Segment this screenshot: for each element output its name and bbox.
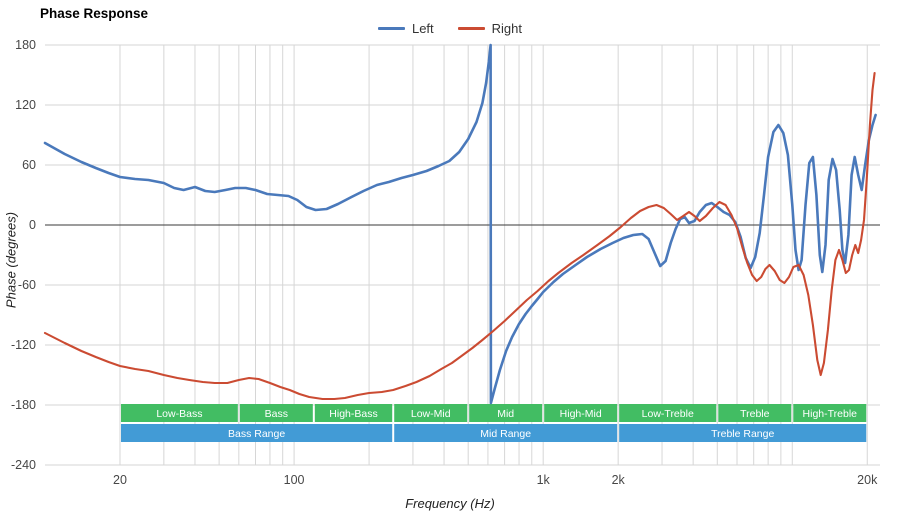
main-band-label: Treble Range [711, 428, 774, 440]
right-phase-curve [43, 71, 876, 401]
main-band-label: Bass Range [228, 428, 285, 440]
sub-band [619, 404, 717, 422]
sub-band-label: Low-Bass [156, 408, 202, 420]
main-band [394, 424, 618, 442]
sub-band [314, 404, 393, 422]
legend-item-right[interactable]: Right [457, 21, 523, 36]
x-tick-label: 20 [113, 473, 127, 487]
y-tick-label: -240 [11, 458, 36, 472]
y-axis-title: Phase (degrees) [3, 211, 19, 309]
main-band [619, 424, 867, 442]
y-tick-label: -180 [11, 398, 36, 412]
sub-band [469, 404, 543, 422]
sub-band [718, 404, 792, 422]
x-tick-label: 20k [857, 473, 878, 487]
x-tick-label: 100 [284, 473, 305, 487]
y-tick-label: 180 [15, 38, 36, 52]
y-tick-label: 60 [22, 158, 36, 172]
x-tick-label: 1k [537, 473, 551, 487]
legend-label-left: Left [411, 21, 434, 36]
sub-band-label: High-Mid [560, 408, 602, 420]
left-line-swatch [377, 27, 405, 30]
sub-band-label: Low-Treble [642, 408, 694, 420]
sub-band-label: Treble [740, 408, 770, 420]
sub-band-label: High-Bass [329, 408, 377, 420]
sub-band-label: High-Treble [803, 408, 858, 420]
sub-band [793, 404, 867, 422]
sub-band-label: Mid [497, 408, 514, 420]
main-band-label: Mid Range [480, 428, 531, 440]
sub-band [394, 404, 468, 422]
sub-band-label: Low-Mid [411, 408, 451, 420]
y-tick-label: 0 [29, 218, 36, 232]
y-tick-label: -60 [18, 278, 36, 292]
left-phase-curve [43, 43, 877, 405]
x-tick-label: 2k [612, 473, 626, 487]
sub-band [544, 404, 618, 422]
y-tick-label: -120 [11, 338, 36, 352]
sub-band-label: Bass [265, 408, 288, 420]
main-band [120, 424, 393, 442]
sub-band [120, 404, 238, 422]
chart-title: Phase Response [40, 6, 149, 21]
sub-band [239, 404, 313, 422]
legend-item-left[interactable]: Left [377, 21, 434, 36]
legend-label-right: Right [491, 21, 523, 36]
right-line-swatch [457, 27, 485, 30]
y-tick-label: 120 [15, 98, 36, 112]
chart-legend: Left Right [0, 21, 900, 36]
x-axis-title: Frequency (Hz) [405, 496, 495, 511]
